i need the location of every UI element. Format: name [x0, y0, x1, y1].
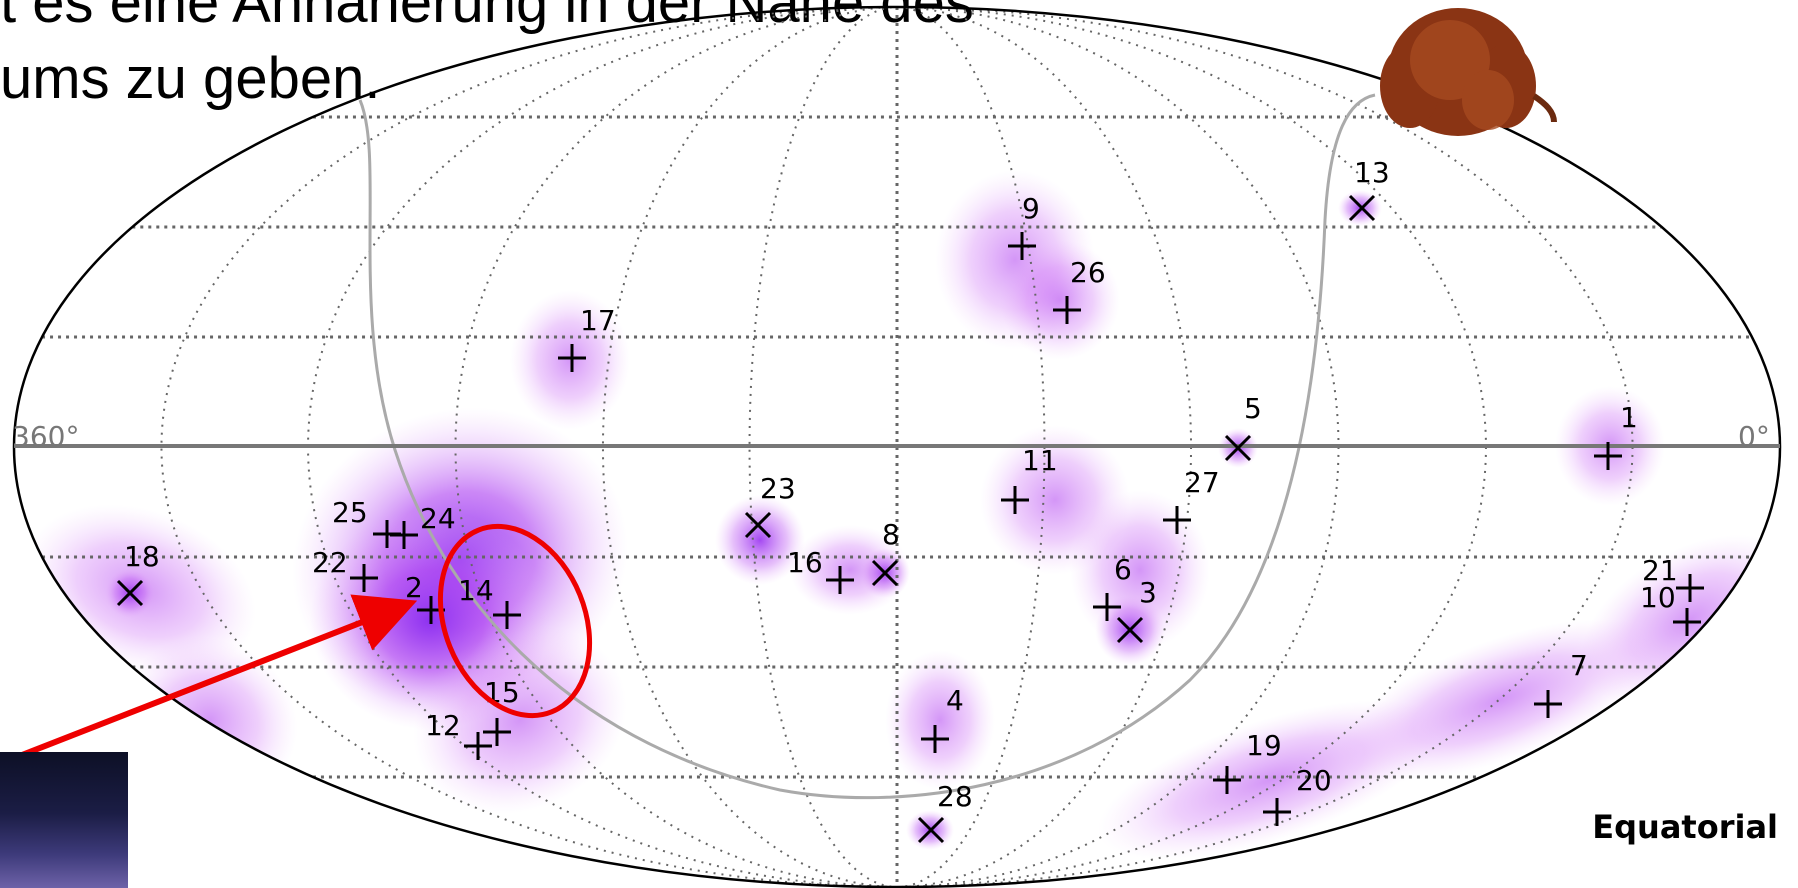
- event-marker-15: [483, 718, 511, 746]
- galactic-plane-curve: [358, 93, 1376, 800]
- event-marker-1: [1594, 442, 1622, 470]
- density-blob: [715, 495, 805, 585]
- event-markers: 1345678910111213141516171819202122223242…: [116, 156, 1704, 844]
- density-layer: [23, 170, 1780, 860]
- corner-photo: [0, 752, 128, 888]
- event-marker-4: [921, 725, 949, 753]
- mascot-image: [1380, 8, 1557, 136]
- event-label: 3: [1139, 576, 1157, 609]
- event-marker-3: [1116, 616, 1144, 644]
- event-label: 18: [124, 540, 160, 573]
- event-marker-7: [1534, 690, 1562, 718]
- ra-left-label: 360°: [12, 420, 79, 453]
- event-label: 27: [1184, 466, 1220, 499]
- event-marker-20: [1263, 798, 1291, 826]
- event-marker-16: [826, 566, 854, 594]
- event-label: 23: [760, 472, 796, 505]
- event-label: 13: [1354, 156, 1390, 189]
- event-label: 5: [1244, 392, 1262, 425]
- event-label: 21: [1642, 554, 1678, 587]
- event-marker-10: [1673, 608, 1701, 636]
- event-label: 25: [332, 496, 368, 529]
- event-label: 22: [312, 546, 348, 579]
- density-blob: [885, 650, 995, 790]
- event-label: 8: [882, 518, 900, 551]
- event-label: 14: [458, 574, 494, 607]
- event-label: 24: [420, 502, 456, 535]
- event-label: 17: [580, 304, 616, 337]
- event-marker-12: [464, 732, 492, 760]
- event-marker-9: [1008, 232, 1036, 260]
- event-marker-14: [493, 601, 521, 629]
- event-label: 1: [1620, 401, 1638, 434]
- density-blob: [1097, 700, 1443, 860]
- event-marker-25: [373, 520, 401, 548]
- projection-label: Equatorial: [1592, 808, 1778, 846]
- slide-caption-line-2: ums zu geben.: [0, 46, 381, 111]
- event-label: 2: [405, 571, 423, 604]
- event-marker-26: [1053, 296, 1081, 324]
- event-marker-21: [1676, 574, 1704, 602]
- event-label: 16: [787, 546, 823, 579]
- event-label: 9: [1022, 192, 1040, 225]
- event-marker-19: [1213, 766, 1241, 794]
- event-marker-23: [744, 511, 772, 539]
- event-marker-27: [1163, 506, 1191, 534]
- event-label: 10: [1640, 581, 1676, 614]
- event-marker-22: [350, 564, 378, 592]
- event-marker-8: [871, 559, 899, 587]
- event-marker-18: [116, 579, 144, 607]
- event-marker-13: [1348, 194, 1376, 222]
- event-label: 28: [937, 780, 973, 813]
- event-label: 15: [484, 676, 520, 709]
- highlight-ellipse: [437, 523, 593, 719]
- event-label: 4: [946, 684, 964, 717]
- density-blob: [1000, 240, 1120, 360]
- event-marker-5: [1224, 434, 1252, 462]
- pointer-arrow: [2, 594, 418, 765]
- event-label: 26: [1070, 256, 1106, 289]
- event-marker-17: [558, 344, 586, 372]
- event-label: 20: [1296, 764, 1332, 797]
- event-label: 12: [425, 709, 461, 742]
- event-label: 6: [1114, 553, 1132, 586]
- density-blob: [510, 290, 630, 430]
- event-marker-11: [1001, 486, 1029, 514]
- event-marker-28: [917, 816, 945, 844]
- event-label: 19: [1246, 729, 1282, 762]
- ra-right-label: 0°: [1738, 420, 1770, 453]
- event-label: 11: [1022, 444, 1058, 477]
- event-label: 7: [1570, 649, 1588, 682]
- event-marker-6: [1093, 593, 1121, 621]
